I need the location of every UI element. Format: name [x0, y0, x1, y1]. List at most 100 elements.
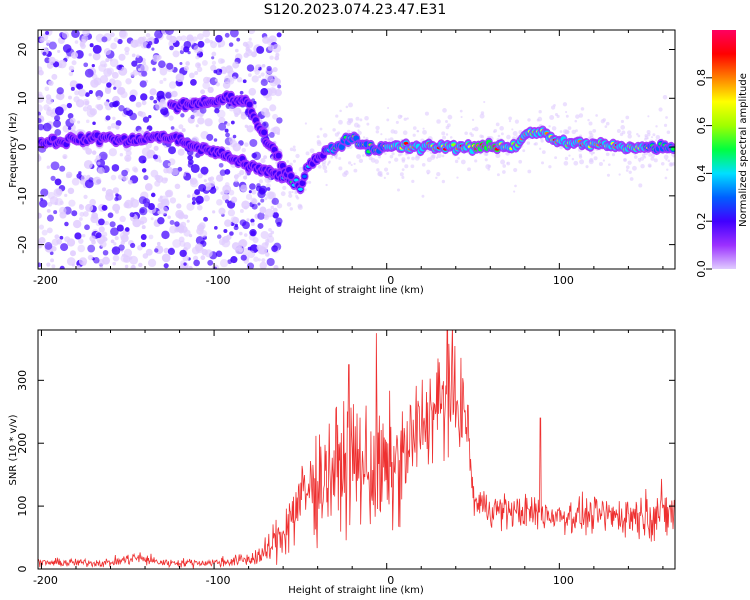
spectrogram-noise-cell — [548, 165, 552, 169]
spectrogram-noise-cell — [243, 52, 249, 58]
spectrogram-noise-cell — [99, 75, 109, 84]
spectrogram-noise-cell — [203, 76, 210, 84]
spectrogram-noise-cell — [73, 96, 80, 103]
spectrogram-noise-cell — [566, 130, 570, 134]
spectrogram-noise-cell — [204, 38, 210, 44]
spectrogram-noise-cell — [142, 116, 150, 123]
spectrogram-noise-cell — [149, 95, 154, 101]
spectrogram-noise-cell — [232, 61, 240, 69]
spectrogram-noise-cell — [115, 120, 122, 126]
spectrogram-noise-cell — [141, 147, 151, 157]
spectrogram-noise-cell — [126, 107, 130, 111]
spectrogram-noise-cell — [190, 114, 195, 120]
spectrogram-noise-cell — [244, 142, 249, 147]
spectrogram-noise-cell — [211, 56, 215, 60]
spectrogram-noise-cell — [589, 133, 594, 138]
spectrogram-noise-cell — [119, 215, 126, 223]
spectrogram-noise-cell — [259, 246, 268, 255]
spectrogram-noise-cell — [384, 138, 387, 141]
spectrogram-noise-cell — [397, 114, 403, 119]
spectrogram-noise-cell — [113, 86, 117, 90]
spectrogram-noise-cell — [146, 154, 151, 159]
spectrogram-noise-cell — [251, 189, 257, 195]
spectrogram-noise-cell — [627, 160, 632, 165]
spectrogram-noise-cell — [625, 165, 630, 170]
spectrogram-noise-cell — [240, 111, 246, 117]
spectrogram-noise-cell — [67, 126, 72, 130]
spectrogram-noise-cell — [127, 179, 133, 185]
spectrogram-noise-cell — [579, 159, 585, 165]
spectrogram-noise-cell — [421, 162, 426, 167]
spectrogram-noise-cell — [44, 86, 50, 92]
spectrogram-noise-cell — [508, 120, 512, 123]
spectrogram-noise-cell — [163, 77, 167, 82]
spectrogram-noise-cell — [82, 106, 89, 112]
spectrogram-noise-cell — [98, 151, 108, 161]
spectrogram-noise-cell — [269, 78, 278, 87]
spectrogram-ridge-cell — [299, 180, 306, 187]
spectrogram-noise-cell — [107, 212, 114, 219]
spectrogram-noise-cell — [79, 217, 83, 221]
spectrogram-noise-cell — [564, 156, 569, 161]
spectrogram-noise-cell — [108, 148, 118, 157]
spectrogram-noise-cell — [282, 185, 287, 190]
spectrogram-noise-cell — [506, 162, 509, 165]
spectrogram-noise-cell — [221, 193, 230, 202]
spectrogram-noise-cell — [87, 244, 96, 253]
spectrogram-noise-cell — [268, 227, 272, 232]
spectrogram-noise-cell — [308, 180, 312, 184]
spectrogram-noise-cell — [259, 206, 267, 214]
spectrogram-noise-cell — [44, 242, 53, 250]
spectrogram-noise-cell — [228, 42, 234, 47]
spectrogram-noise-cell — [411, 179, 415, 183]
spectrogram-noise-cell — [113, 242, 117, 246]
spectrogram-noise-cell — [548, 125, 551, 128]
spectrogram-noise-cell — [58, 206, 67, 215]
spectrogram-noise-cell — [156, 241, 161, 246]
spectrogram-noise-cell — [166, 166, 173, 174]
spectrogram-noise-cell — [168, 115, 174, 121]
spectrogram-noise-cell — [241, 147, 247, 153]
spectrogram-noise-cell — [117, 174, 124, 180]
spectrogram-noise-cell — [124, 50, 130, 56]
spectrogram-noise-cell — [346, 120, 352, 126]
spectrogram-noise-cell — [157, 197, 163, 203]
spectrogram-noise-cell — [200, 166, 209, 175]
spectrogram-noise-cell — [496, 173, 500, 177]
spectrogram-noise-cell — [460, 115, 463, 119]
spectrogram-noise-cell — [324, 169, 328, 173]
spectrogram-noise-cell — [186, 219, 190, 223]
spectrogram-ridge-cell — [302, 174, 308, 178]
spectrogram-noise-cell — [454, 159, 459, 164]
spectrogram-noise-cell — [292, 159, 297, 163]
spectrogram-heatmap — [38, 30, 675, 269]
spectrogram-noise-cell — [474, 159, 478, 163]
spectrogram-noise-cell — [138, 196, 147, 205]
spectrogram-noise-cell — [357, 129, 360, 132]
spectrogram-noise-cell — [588, 136, 591, 140]
spectrogram-noise-cell — [541, 161, 545, 165]
spectrogram-noise-cell — [187, 50, 191, 55]
spectrogram-noise-cell — [105, 58, 110, 63]
spectrogram-noise-cell — [46, 62, 54, 69]
spectrogram-noise-cell — [188, 265, 193, 269]
spectrogram-noise-cell — [655, 125, 658, 128]
spectrogram-noise-cell — [660, 161, 665, 166]
spectrogram-noise-cell — [159, 67, 168, 76]
spectrogram-noise-cell — [56, 87, 64, 95]
spectrogram-noise-cell — [435, 176, 438, 180]
spectrogram-noise-cell — [250, 218, 255, 223]
spectrogram-noise-cell — [431, 154, 436, 159]
spectrogram-noise-cell — [260, 72, 265, 77]
spectrogram-noise-cell — [111, 71, 119, 79]
spectrogram-noise-cell — [50, 175, 56, 181]
spectrogram-noise-cell — [260, 87, 269, 96]
spectrogram-noise-cell — [42, 122, 52, 132]
spectrogram-noise-cell — [70, 51, 79, 59]
spectrogram-noise-cell — [103, 48, 112, 56]
spectrogram-noise-cell — [598, 161, 603, 166]
spectrogram-noise-cell — [241, 200, 250, 210]
spectrogram-noise-cell — [234, 48, 239, 53]
spectrogram-noise-cell — [186, 202, 195, 211]
